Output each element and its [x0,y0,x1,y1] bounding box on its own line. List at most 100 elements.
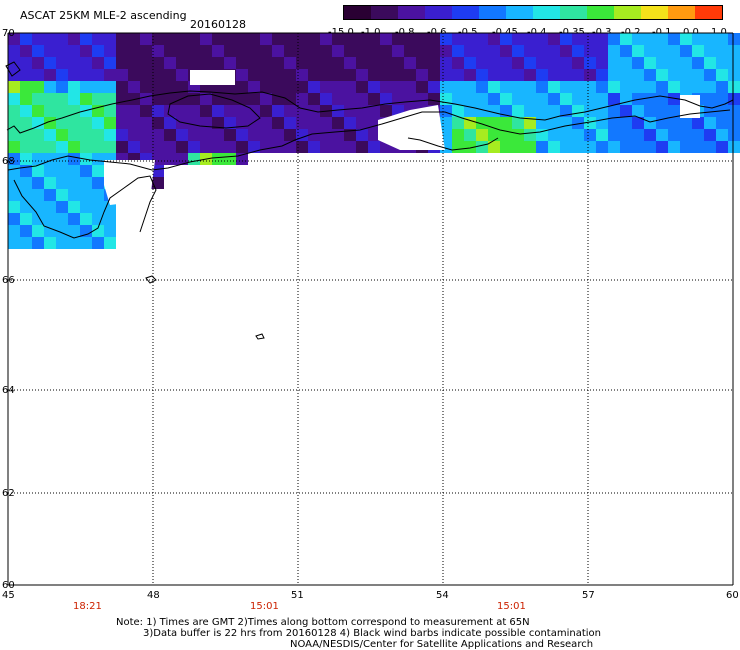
swath-cell [68,93,80,105]
swath-cell [32,237,44,249]
swath-cell [8,81,20,93]
swath-cell [380,105,392,117]
swath-cell [212,129,224,141]
swath-cell [392,57,404,69]
swath-cell [80,201,92,213]
swath-cell [128,69,140,81]
swath-cell [92,213,104,225]
swath-cell [284,93,296,105]
swath-cell [68,45,80,57]
swath-cell [320,117,332,129]
swath-cell [152,105,164,117]
swath-cell [92,141,104,153]
coastline [5,61,734,340]
swath-cell [80,117,92,129]
swath-cell [152,141,164,153]
swath-cell [728,33,740,45]
swath-cell [428,33,440,45]
swath-cell [92,69,104,81]
swath-cell [332,141,344,153]
swath-cell [32,153,44,165]
note-line-2: 3)Data buffer is 22 hrs from 20160128 4)… [143,628,601,639]
land-white-sea [104,160,155,205]
swath-cell [632,45,644,57]
swath-cell [368,33,380,45]
swath-cell [104,129,116,141]
swath-cell [164,105,176,117]
swath-cell [152,69,164,81]
swath-cell [440,117,452,129]
swath-cell [644,33,656,45]
swath-cell [68,141,80,153]
swath-cell [44,237,56,249]
swath-cell [56,213,68,225]
swath-cell [512,45,524,57]
swath-cell [8,225,20,237]
swath-cell [572,33,584,45]
swath-cell [380,81,392,93]
swath-cell [20,141,32,153]
swath-cell [260,69,272,81]
swath-cell [68,69,80,81]
swath-cell [488,57,500,69]
swath-cell [272,69,284,81]
swath-cell [728,69,740,81]
swath-cell [728,93,740,105]
swath-cell [716,57,728,69]
swath-cell [92,81,104,93]
swath-cell [320,81,332,93]
swath-cell [32,189,44,201]
swath-cell [284,105,296,117]
swath-cell [104,45,116,57]
swath-cell [332,69,344,81]
swath-cell [596,69,608,81]
swath-cell [704,69,716,81]
swath-cell [500,81,512,93]
swath-cell [20,117,32,129]
swath-cell [116,105,128,117]
swath-cell [716,93,728,105]
swath-cell [44,201,56,213]
swath-cell [728,45,740,57]
swath-cell [560,57,572,69]
swath-cell [104,57,116,69]
swath-cell [416,69,428,81]
pass-time: 18:21 [73,601,102,612]
swath-cell [140,117,152,129]
lon-label: 57 [582,590,595,601]
swath-cell [692,57,704,69]
swath-cell [20,225,32,237]
swath-cell [680,45,692,57]
swath-cell [668,45,680,57]
swath-cell [404,69,416,81]
swath-cell [452,105,464,117]
swath-cell [236,45,248,57]
swath-cell [92,201,104,213]
swath-cell [620,45,632,57]
swath-cell [296,81,308,93]
swath-cell [704,81,716,93]
colorbar-swatch [344,6,371,19]
swath-cell [164,33,176,45]
swath-cell [56,165,68,177]
swath-cell [680,33,692,45]
swath-cell [164,153,176,165]
colorbar-swatch [371,6,398,19]
swath-cell [524,69,536,81]
swath-cell [176,141,188,153]
swath-cell [32,57,44,69]
swath-cell [548,45,560,57]
swath-cell [176,153,188,165]
colorbar-swatch [668,6,695,19]
swath-cell [56,57,68,69]
swath-cell [656,57,668,69]
swath-cell [380,93,392,105]
swath-cell [8,237,20,249]
swath-cell [8,177,20,189]
swath-cell [188,45,200,57]
swath-cell [32,117,44,129]
swath-cell [164,129,176,141]
swath-cell [632,117,644,129]
swath-cell [608,141,620,153]
swath-cell [548,141,560,153]
